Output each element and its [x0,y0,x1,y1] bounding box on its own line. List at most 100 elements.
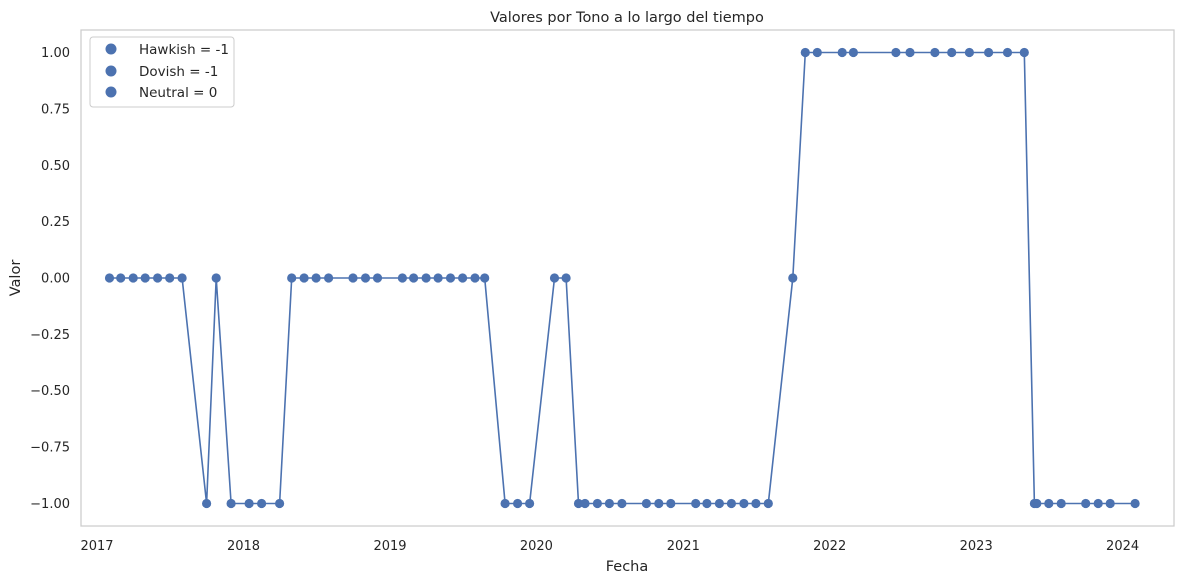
y-axis-ticks: 1.00 0.75 0.50 0.25 0.00 −0.25 −0.50 −0.75 −1.00 [30,46,70,512]
data-point [617,498,627,509]
data-point [1093,498,1103,509]
y-tick-label: 0.00 [41,272,70,287]
data-point [445,273,456,283]
x-tick-label: 2020 [520,539,553,554]
data-point [372,273,383,283]
data-point [592,498,603,509]
data-point [905,47,915,58]
data-point [691,498,701,509]
data-point [348,273,358,283]
data-point [500,498,510,509]
data-point [837,47,847,58]
y-tick-label: 0.25 [41,215,70,230]
y-tick-label: −0.75 [30,441,70,456]
x-tick-label: 2018 [227,539,260,554]
data-point [513,498,523,509]
x-tick-label: 2019 [373,539,406,554]
chart-title: Valores por Tono a lo largo del tiempo [490,10,764,26]
data-point [561,273,571,283]
legend-marker-hawkish [105,43,117,55]
x-tick-label: 2023 [960,539,993,554]
data-point [104,273,115,283]
data-point [257,498,267,509]
data-point [409,273,419,283]
data-point [604,498,615,509]
data-point [470,273,480,283]
data-point [165,273,175,283]
data-point [984,47,994,58]
data-point [726,498,737,509]
data-point [702,498,712,509]
data-point [549,273,560,283]
x-tick-label: 2024 [1106,539,1139,554]
data-point [397,273,407,283]
data-point [153,273,163,283]
data-point [930,47,940,58]
data-point [763,498,773,509]
data-point [1002,47,1013,58]
x-axis-ticks: 2017 2018 2019 2020 2021 2022 2023 2024 [80,539,1139,554]
data-point [244,498,254,509]
data-point [964,47,975,58]
y-tick-label: −0.50 [30,384,70,399]
x-tick-label: 2017 [80,539,113,554]
data-point [654,498,664,509]
y-tick-label: 1.00 [41,46,70,61]
data-point [140,273,150,283]
data-point [1130,498,1140,509]
legend-marker-dovish [105,65,117,77]
y-tick-label: −0.25 [30,328,70,343]
data-point [573,498,584,509]
y-tick-label: −1.00 [30,497,70,512]
data-point [480,273,490,283]
y-tick-label: 0.75 [41,102,70,117]
data-point [891,47,901,58]
series-layer [104,47,1140,509]
x-axis-title: Fecha [606,559,649,575]
data-point [714,498,725,509]
legend: Hawkish = -1 Dovish = -1 Neutral = 0 [89,36,235,108]
plot-area [80,29,1175,527]
data-point [848,47,859,58]
data-point [128,273,138,283]
legend-label-dovish: Dovish = -1 [139,64,218,80]
data-point [812,47,822,58]
legend-box [89,36,235,108]
legend-marker-neutral [105,86,117,98]
data-point [1105,498,1115,509]
data-point [116,273,126,283]
data-point [1081,498,1091,509]
data-point [226,498,236,509]
data-point [177,273,187,283]
data-point [1019,47,1029,58]
data-point [751,498,761,509]
data-point [525,498,535,509]
legend-label-neutral: Neutral = 0 [139,85,217,101]
data-point [433,273,443,283]
data-point [580,498,590,509]
data-point [458,273,468,283]
data-point [275,498,285,509]
legend-label-hawkish: Hawkish = -1 [139,42,229,58]
data-point [211,273,221,283]
data-point [202,498,212,509]
y-tick-label: 0.50 [41,159,70,174]
data-point [324,273,334,283]
x-tick-label: 2021 [667,539,700,554]
data-point [641,498,652,509]
y-axis-title: Valor [8,260,24,297]
data-point [287,273,297,283]
data-point [1044,498,1054,509]
data-point [360,273,371,283]
data-point [1032,498,1042,509]
x-tick-label: 2022 [813,539,846,554]
data-point [311,273,321,283]
data-point [421,273,431,283]
data-point [1056,498,1066,509]
data-point [666,498,676,509]
data-point [947,47,957,58]
data-point [800,47,810,58]
data-point [299,273,309,283]
data-point [739,498,749,509]
